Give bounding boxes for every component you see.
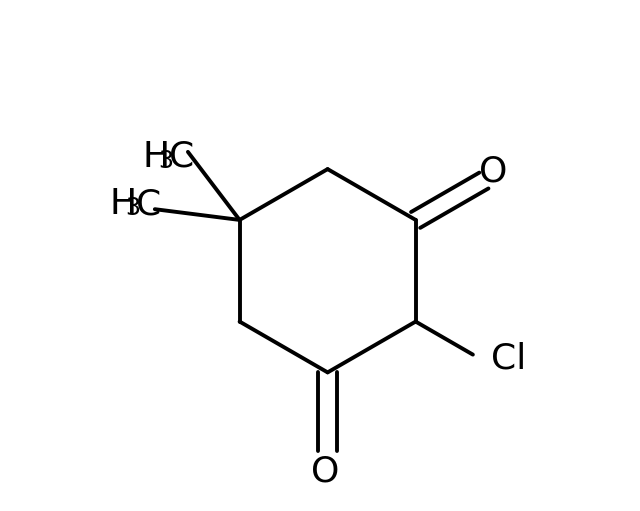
Text: H: H (109, 187, 136, 221)
Text: C: C (168, 140, 194, 174)
Text: 3: 3 (159, 149, 173, 173)
Text: C: C (136, 187, 161, 221)
Text: O: O (311, 454, 339, 489)
Text: Cl: Cl (491, 342, 526, 376)
Text: 3: 3 (125, 196, 140, 220)
Text: O: O (479, 154, 508, 189)
Text: H: H (142, 140, 170, 174)
